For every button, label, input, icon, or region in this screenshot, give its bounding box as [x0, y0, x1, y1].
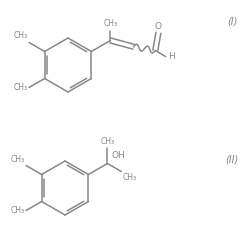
Text: (II): (II)	[226, 155, 238, 165]
Text: OH: OH	[112, 150, 125, 160]
Text: CH₃: CH₃	[11, 155, 25, 163]
Text: CH₃: CH₃	[103, 19, 118, 29]
Text: CH₃: CH₃	[14, 83, 28, 92]
Text: H: H	[168, 52, 174, 61]
Text: CH₃: CH₃	[122, 173, 136, 181]
Text: CH₃: CH₃	[11, 206, 25, 215]
Text: (I): (I)	[227, 17, 237, 27]
Text: O: O	[155, 22, 162, 31]
Text: CH₃: CH₃	[100, 137, 114, 145]
Text: CH₃: CH₃	[14, 31, 28, 41]
